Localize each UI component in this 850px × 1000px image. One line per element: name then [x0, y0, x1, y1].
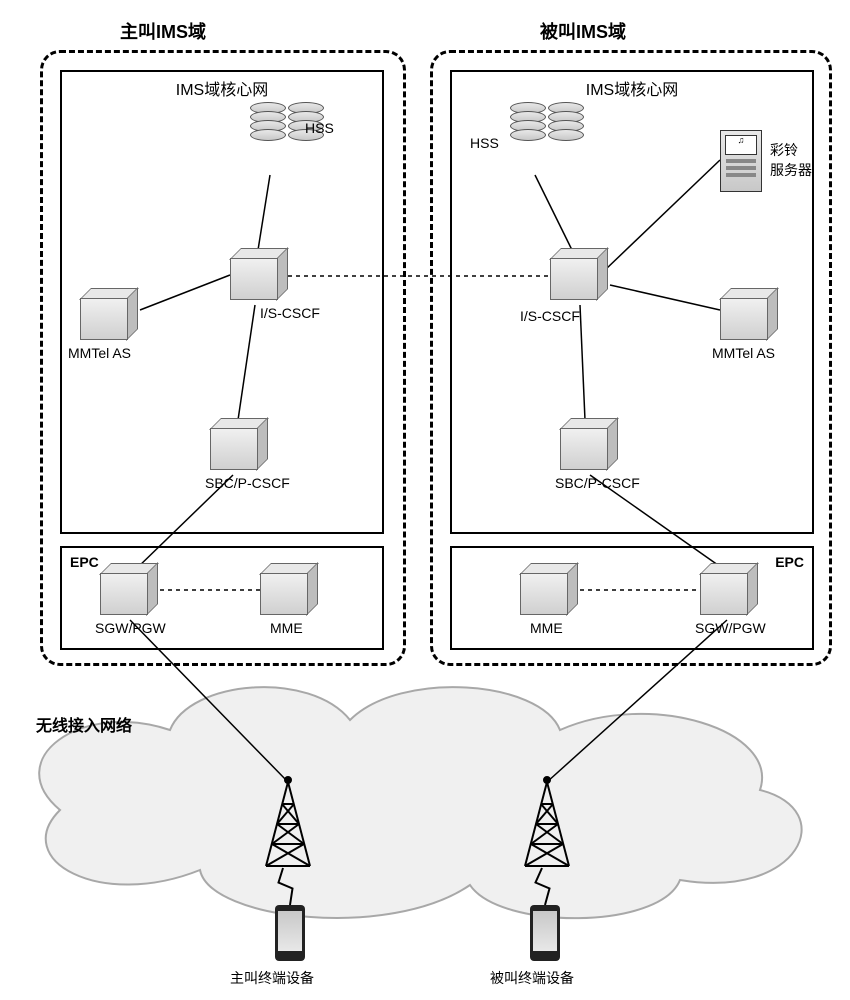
caller-phone-icon [275, 905, 305, 961]
diagram-canvas: 主叫IMS域 被叫IMS域 IMS域核心网 IMS域核心网 EPC EPC [0, 0, 850, 1000]
node-caller-hss: HSS [250, 105, 324, 141]
node-label-caller-cscf: I/S-CSCF [260, 305, 320, 321]
node-callee-mmtel: MMTel AS [720, 290, 774, 338]
callee-phone-icon [530, 905, 560, 961]
node-label-callee-sgw: SGW/PGW [695, 620, 766, 636]
node-label-caller-mme: MME [270, 620, 303, 636]
node-caller-mmtel: MMTel AS [80, 290, 134, 338]
node-caller-sgw: SGW/PGW [100, 565, 154, 613]
node-label-callee-sbc: SBC/P-CSCF [555, 475, 640, 491]
node-label-caller-mmtel: MMTel AS [68, 345, 131, 361]
node-label-caller-sgw: SGW/PGW [95, 620, 166, 636]
node-callee-sgw: SGW/PGW [700, 565, 754, 613]
node-callee-cscf: I/S-CSCF [550, 250, 604, 298]
node-label-callee-hss: HSS [470, 135, 499, 151]
node-caller-sbc: SBC/P-CSCF [210, 420, 264, 468]
node-label-callee-mme: MME [530, 620, 563, 636]
node-label-callee-mmtel: MMTel AS [712, 345, 775, 361]
callee-core-title: IMS域核心网 [452, 76, 812, 100]
callee-domain-title: 被叫IMS域 [540, 18, 626, 44]
callee-epc-label: EPC [775, 554, 804, 570]
node-callee-mme: MME [520, 565, 574, 613]
node-callee-sbc: SBC/P-CSCF [560, 420, 614, 468]
access-network-label: 无线接入网络 [36, 712, 132, 736]
caller-domain-title: 主叫IMS域 [120, 18, 206, 44]
node-caller-mme: MME [260, 565, 314, 613]
node-caller-cscf: I/S-CSCF [230, 250, 284, 298]
caller-epc-label: EPC [70, 554, 99, 570]
caller-device-label: 主叫终端设备 [230, 968, 314, 988]
callee-device-label: 被叫终端设备 [490, 968, 574, 988]
node-label-callee-crbt: 彩铃 服务器 [770, 140, 812, 180]
node-label-callee-cscf: I/S-CSCF [520, 308, 580, 324]
node-label-caller-sbc: SBC/P-CSCF [205, 475, 290, 491]
caller-core-title: IMS域核心网 [62, 76, 382, 100]
node-callee-hss: HSS [510, 105, 584, 141]
node-label-caller-hss: HSS [305, 120, 334, 136]
